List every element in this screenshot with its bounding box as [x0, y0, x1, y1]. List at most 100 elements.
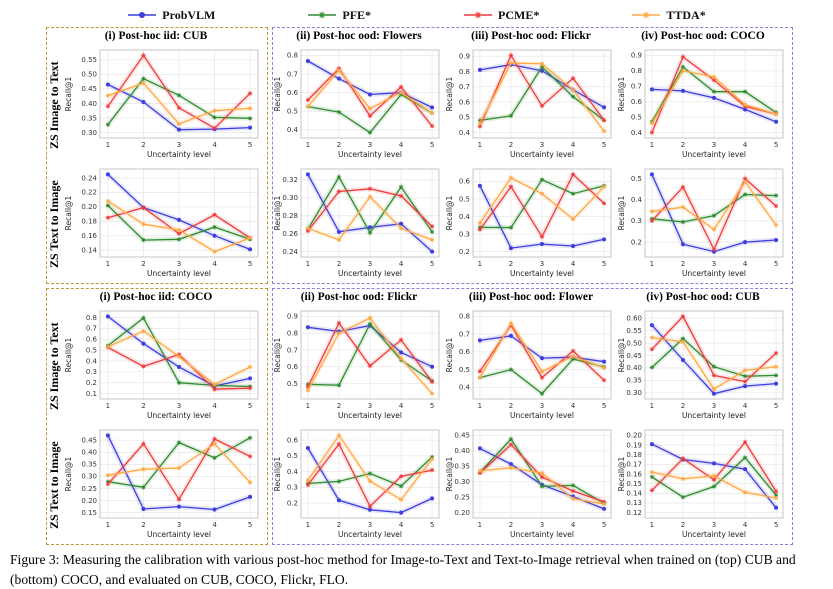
- y-tick-label: 0.6: [287, 436, 299, 444]
- subplot-bottom-i-post-hoc-iid-coco-zs-image-to-text-plot: 0.1 0.2 0.3 0.4 0.5 0.6 0.7 0.8 1 2 3 4 5 Uncertainty…: [64, 310, 259, 420]
- legend: ProbVLM PFE* PCME* TTDA*: [0, 0, 833, 27]
- column-iii-post-hoc-ood-flickr: (iii) Post-hoc ood: Flickr 0.4 0.5 0.6 0.7 0.…: [445, 28, 617, 283]
- y-tick-label: 0.6: [459, 98, 471, 106]
- y-tick-label: 0.6: [287, 363, 299, 371]
- x-axis-label: Uncertainty level: [682, 530, 746, 539]
- x-axis-label: Uncertainty level: [338, 269, 402, 278]
- x-tick-label: 1: [306, 260, 310, 268]
- x-axis-label: Uncertainty level: [510, 530, 574, 539]
- y-tick-label: 0.60: [626, 314, 642, 322]
- x-tick-label: 5: [248, 141, 252, 149]
- x-axis-label: Uncertainty level: [682, 269, 746, 278]
- y-tick-label: 0.24: [81, 174, 97, 182]
- chart-row: 0.30 0.35 0.40 0.45 0.50 0.55 0.60 1 2 3 4 5 Uncerta…: [617, 306, 789, 425]
- y-tick-label: 0.8: [631, 67, 642, 75]
- y-tick-label: 0.40: [81, 100, 97, 108]
- y-tick-label: 0.5: [459, 366, 470, 374]
- x-tick-label: 3: [177, 260, 181, 268]
- x-tick-label: 2: [509, 141, 513, 149]
- y-axis-label: Recall@1: [273, 337, 282, 372]
- x-tick-label: 5: [602, 521, 606, 529]
- x-tick-label: 1: [106, 521, 110, 529]
- y-tick-label: 0.8: [287, 52, 298, 60]
- x-tick-label: 3: [368, 402, 372, 410]
- column-iii-post-hoc-ood-flower: (iii) Post-hoc ood: Flower 0.4 0.5 0.6 0.7 0.…: [445, 289, 617, 544]
- y-tick-label: 0.32: [282, 176, 298, 184]
- y-tick-label: 0.5: [287, 108, 298, 116]
- x-axis-label: Uncertainty level: [682, 150, 746, 159]
- row-label-zs-text-to-image: ZS Text to Image: [47, 179, 61, 268]
- y-tick-label: 0.4: [459, 213, 471, 221]
- section-top: (i) Post-hoc iid: CUB ZS Image to Text 0.3…: [46, 27, 833, 284]
- x-axis-label: Uncertainty level: [147, 530, 211, 539]
- y-tick-label: 0.2: [287, 499, 298, 507]
- y-axis-label: Recall@1: [617, 337, 626, 372]
- y-tick-label: 0.35: [81, 114, 97, 122]
- y-tick-label: 0.5: [459, 195, 470, 203]
- y-tick-label: 0.45: [454, 432, 470, 440]
- y-tick-label: 0.15: [626, 480, 642, 488]
- y-tick-label: 0.25: [81, 485, 97, 493]
- subplot-top-iv-post-hoc-ood-coco-zs-image-to-text-plot: 0.4 0.5 0.6 0.7 0.8 0.9 1 2 3 4 5 Uncertainty level…: [617, 49, 784, 159]
- x-tick-label: 1: [650, 141, 654, 149]
- column-iv-post-hoc-ood-coco: (iv) Post-hoc ood: COCO 0.4 0.5 0.6 0.7 0.8 0.…: [617, 28, 789, 283]
- x-tick-label: 2: [509, 402, 513, 410]
- x-tick-label: 2: [337, 521, 341, 529]
- legend-label: ProbVLM: [162, 7, 216, 22]
- subplot-title: (iv) Post-hoc ood: CUB: [646, 291, 760, 303]
- y-tick-label: 0.26: [282, 230, 298, 238]
- subplot-top-ii-post-hoc-ood-flowers-zs-text-to-image-plot: 0.24 0.26 0.28 0.30 0.32 1 2 3 4 5 Uncertainty lev…: [273, 168, 440, 278]
- y-axis-label: Recall@1: [64, 76, 73, 111]
- pfe-marker-icon: [308, 11, 337, 19]
- plot-grid: (i) Post-hoc iid: CUB ZS Image to Text 0.3…: [0, 27, 833, 545]
- x-axis-label: Uncertainty level: [338, 530, 402, 539]
- y-tick-label: 0.6: [459, 178, 471, 186]
- x-tick-label: 3: [177, 402, 181, 410]
- subplot-top-iii-post-hoc-ood-flickr-zs-text-to-image-plot: 0.2 0.3 0.4 0.5 0.6 1 2 3 4 5 Uncertainty level Rec…: [445, 168, 612, 278]
- bottom-iid-group: (i) Post-hoc iid: COCO ZS Image to Text 0.…: [46, 288, 268, 545]
- y-tick-label: 0.15: [81, 509, 97, 517]
- legend-label: PCME*: [498, 7, 540, 22]
- subplot-bottom-i-post-hoc-iid-coco-zs-text-to-image-plot: 0.15 0.20 0.25 0.30 0.35 0.40 0.45 1 2 3 4 5 Uncerta…: [64, 429, 259, 539]
- y-tick-label: 0.12: [626, 509, 642, 517]
- y-axis-label: Recall@1: [64, 195, 73, 230]
- x-tick-label: 1: [478, 402, 482, 410]
- y-tick-label: 0.17: [626, 461, 642, 469]
- x-tick-label: 2: [337, 260, 341, 268]
- x-tick-label: 5: [602, 260, 606, 268]
- x-tick-label: 3: [712, 402, 716, 410]
- y-tick-label: 0.20: [626, 432, 642, 440]
- y-tick-label: 0.20: [454, 509, 470, 517]
- x-tick-label: 5: [602, 141, 606, 149]
- x-tick-label: 3: [540, 402, 544, 410]
- y-axis-label: Recall@1: [445, 456, 454, 491]
- y-tick-label: 0.40: [81, 449, 97, 457]
- y-tick-label: 0.5: [631, 175, 642, 183]
- x-tick-label: 2: [509, 521, 513, 529]
- x-tick-label: 1: [106, 260, 110, 268]
- row-label-zs-image-to-text: ZS Image to Text: [47, 321, 61, 410]
- x-axis-label: Uncertainty level: [338, 150, 402, 159]
- x-tick-label: 5: [774, 521, 778, 529]
- x-axis-label: Uncertainty level: [338, 411, 402, 420]
- x-tick-label: 5: [774, 141, 778, 149]
- x-tick-label: 4: [743, 141, 748, 149]
- y-tick-label: 0.14: [626, 490, 642, 498]
- x-tick-label: 2: [681, 521, 685, 529]
- x-tick-label: 2: [509, 260, 513, 268]
- probvlm-marker-icon: [128, 12, 157, 18]
- y-tick-label: 0.16: [81, 232, 97, 240]
- subplot-bottom-ii-post-hoc-ood-flickr-zs-text-to-image-plot: 0.2 0.3 0.4 0.5 0.6 1 2 3 4 5 Uncertainty level Rec…: [273, 429, 440, 539]
- y-tick-label: 0.4: [287, 468, 299, 476]
- y-tick-label: 0.8: [287, 329, 298, 337]
- subplot-title: (iii) Post-hoc ood: Flower: [468, 291, 594, 303]
- x-tick-label: 5: [248, 260, 252, 268]
- x-axis-label: Uncertainty level: [510, 269, 574, 278]
- y-tick-label: 0.30: [626, 389, 642, 397]
- chart-row: ZS Text to Image 0.15 0.20 0.25 0.30 0.35 0.40…: [47, 425, 265, 544]
- x-tick-label: 2: [141, 141, 145, 149]
- y-tick-label: 0.35: [626, 377, 642, 385]
- y-tick-label: 0.4: [631, 129, 643, 137]
- subplot-top-i-post-hoc-iid-cub-zs-text-to-image-plot: 0.14 0.16 0.18 0.20 0.22 0.24 1 2 3 4 5 Uncertainty…: [64, 168, 259, 278]
- y-axis-label: Recall@1: [617, 456, 626, 491]
